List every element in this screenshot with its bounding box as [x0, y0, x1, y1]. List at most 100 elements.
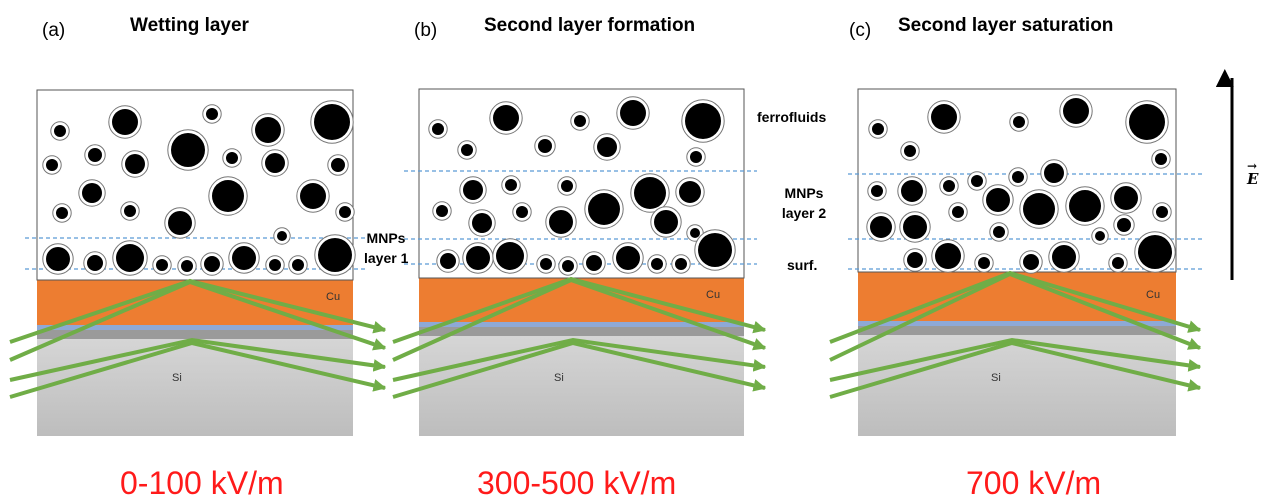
nanoparticle-core: [116, 244, 144, 272]
panel-b-label: (b): [414, 20, 438, 41]
nanoparticle-core: [112, 109, 138, 135]
nanoparticle-core: [463, 180, 483, 200]
xray-beam: [9, 337, 387, 382]
mnps-layer2-line1: MNPs: [784, 185, 824, 201]
nanoparticle-core: [156, 259, 168, 271]
nanoparticle-core: [168, 211, 192, 235]
nanoparticle-core: [292, 259, 304, 271]
xray-beam: [9, 340, 387, 399]
panel-c-si-label: Si: [991, 372, 1001, 384]
nanoparticle-core: [1023, 254, 1039, 270]
nanoparticle-core: [331, 158, 345, 172]
panel-a-schematic: [9, 89, 387, 436]
xray-beam: [392, 337, 767, 382]
panel-c-label: (c): [849, 20, 872, 41]
nanoparticle-core: [651, 258, 663, 270]
panel-a-si-label: Si: [172, 372, 182, 384]
nanoparticle-core: [1013, 116, 1025, 128]
panel-b-cu-label: Cu: [706, 289, 721, 301]
oxide-layer: [419, 327, 744, 336]
nanoparticle-core: [871, 185, 883, 197]
nanoparticle-core: [56, 207, 68, 219]
mnps-layer1-line2: layer 1: [364, 250, 409, 266]
nanoparticle-core: [993, 226, 1005, 238]
mnps-layer1-line1: MNPs: [366, 230, 406, 246]
nanoparticle-core: [675, 258, 687, 270]
interface-layer: [37, 325, 353, 330]
nanoparticle-core: [588, 193, 620, 225]
nanoparticle-core: [1112, 257, 1124, 269]
panel-b-si-label: Si: [554, 372, 564, 384]
panel-b-title: Second layer formation: [484, 15, 696, 36]
xray-beam: [829, 337, 1202, 382]
nanoparticle-core: [171, 133, 205, 167]
nanoparticle-core: [432, 123, 444, 135]
silicon-substrate: [419, 322, 744, 436]
nanoparticle-core: [901, 180, 923, 202]
nanoparticle-core: [516, 206, 528, 218]
nanoparticle-core: [232, 246, 256, 270]
nanoparticle-core: [952, 206, 964, 218]
nanoparticle-core: [1095, 231, 1105, 241]
nanoparticle-core: [269, 259, 281, 271]
nanoparticle-core: [978, 257, 990, 269]
nanoparticle-core: [904, 145, 916, 157]
nanoparticle-core: [698, 233, 732, 267]
nanoparticle-core: [1138, 235, 1172, 269]
nanoparticle-core: [561, 180, 573, 192]
nanoparticle-core: [903, 215, 927, 239]
panel-b-field-strength: 300-500 kV/m: [477, 465, 677, 501]
nanoparticle-core: [82, 183, 102, 203]
nanoparticle-core: [87, 255, 103, 271]
nanoparticle-core: [265, 153, 285, 173]
panel-a-field-strength: 0-100 kV/m: [120, 465, 284, 501]
nanoparticle-core: [440, 253, 456, 269]
nanoparticle-core: [690, 228, 700, 238]
panel-a-title: Wetting layer: [130, 15, 249, 36]
nanoparticle-core: [679, 181, 701, 203]
nanoparticle-core: [540, 258, 552, 270]
nanoparticle-core: [620, 100, 646, 126]
nanoparticle-core: [1114, 186, 1138, 210]
nanoparticle-core: [124, 205, 136, 217]
surf-label: surf.: [787, 257, 818, 273]
interface-layer: [858, 321, 1176, 326]
nanoparticle-core: [616, 246, 640, 270]
panel-c-title: Second layer saturation: [898, 15, 1114, 36]
nanoparticle-core: [1052, 245, 1076, 269]
electric-field-symbol: → E: [1247, 159, 1259, 188]
nanoparticle-core: [436, 205, 448, 217]
panel-c-field-strength: 700 kV/m: [966, 465, 1102, 501]
nanoparticle-core: [255, 117, 281, 143]
panel-c-schematic: [829, 88, 1202, 436]
nanoparticle-core: [1012, 171, 1024, 183]
nanoparticle-core: [206, 108, 218, 120]
silicon-substrate: [858, 321, 1176, 436]
mnps-layer1-label: MNPs layer 1: [364, 228, 408, 268]
xray-beam: [829, 271, 1202, 362]
nanoparticle-core: [314, 104, 350, 140]
mnps-layer2-line2: layer 2: [781, 205, 827, 221]
nanoparticle-core: [562, 260, 574, 272]
oxide-layer: [858, 326, 1176, 335]
nanoparticle-core: [597, 137, 617, 157]
nanoparticle-core: [1155, 153, 1167, 165]
nanoparticle-core: [1023, 193, 1055, 225]
nanoparticle-core: [466, 246, 490, 270]
nanoparticle-core: [318, 238, 352, 272]
nanoparticle-core: [690, 151, 702, 163]
nanoparticle-core: [1069, 190, 1101, 222]
nanoparticle-core: [300, 183, 326, 209]
xray-beam: [9, 279, 387, 362]
nanoparticle-core: [461, 144, 473, 156]
nanoparticle-core: [339, 206, 351, 218]
nanoparticle-core: [493, 105, 519, 131]
panel-a-cu-label: Cu: [326, 291, 341, 303]
nanoparticle-core: [505, 179, 517, 191]
nanoparticle-core: [181, 260, 193, 272]
nanoparticle-core: [496, 242, 524, 270]
ferrofluids-label: ferrofluids: [757, 109, 827, 125]
nanoparticle-core: [549, 210, 573, 234]
nanoparticle-core: [472, 213, 492, 233]
